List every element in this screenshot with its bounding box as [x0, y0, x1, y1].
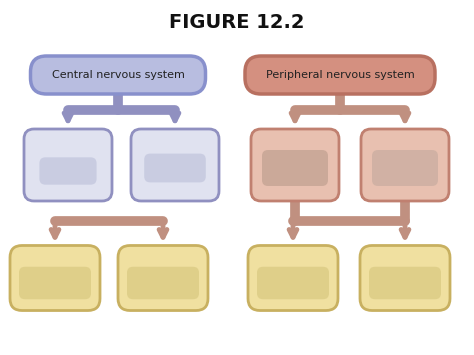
Text: FIGURE 12.2: FIGURE 12.2: [169, 12, 305, 32]
FancyBboxPatch shape: [372, 150, 438, 186]
FancyBboxPatch shape: [127, 267, 199, 299]
Text: Peripheral nervous system: Peripheral nervous system: [265, 70, 414, 80]
FancyBboxPatch shape: [24, 129, 112, 201]
FancyBboxPatch shape: [248, 246, 338, 311]
FancyBboxPatch shape: [361, 129, 449, 201]
FancyBboxPatch shape: [369, 267, 441, 299]
FancyBboxPatch shape: [257, 267, 329, 299]
FancyBboxPatch shape: [118, 246, 208, 311]
FancyBboxPatch shape: [30, 56, 206, 94]
FancyBboxPatch shape: [19, 267, 91, 299]
FancyBboxPatch shape: [360, 246, 450, 311]
FancyBboxPatch shape: [39, 157, 97, 185]
FancyBboxPatch shape: [245, 56, 435, 94]
FancyBboxPatch shape: [251, 129, 339, 201]
FancyBboxPatch shape: [10, 246, 100, 311]
Text: Central nervous system: Central nervous system: [52, 70, 184, 80]
FancyBboxPatch shape: [131, 129, 219, 201]
FancyBboxPatch shape: [262, 150, 328, 186]
FancyBboxPatch shape: [144, 154, 206, 182]
